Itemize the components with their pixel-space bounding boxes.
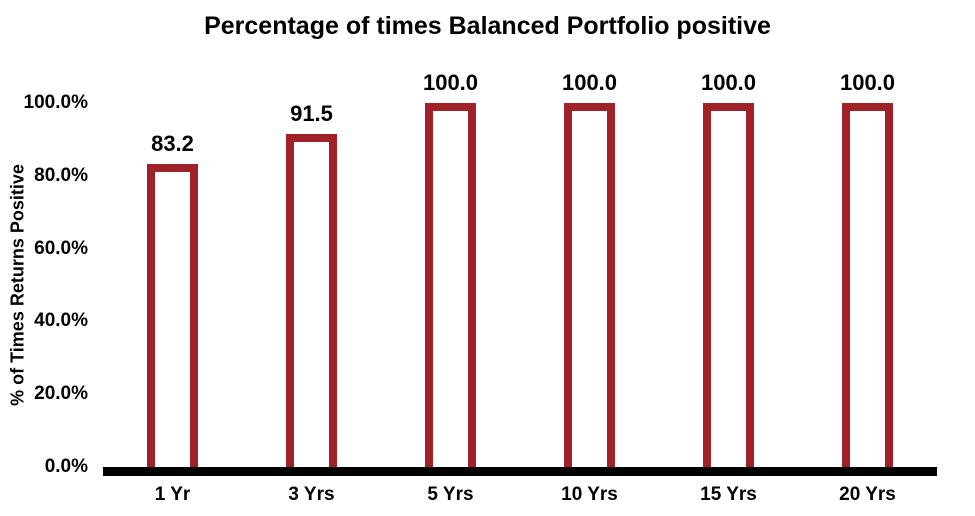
bar xyxy=(286,133,337,467)
chart-title: Percentage of times Balanced Portfolio p… xyxy=(204,12,771,40)
plot-area: 83.2 91.5 100.0 100.0 100.0 100.0 xyxy=(103,71,937,467)
x-axis-label: 1 Yr xyxy=(154,484,191,505)
bar xyxy=(425,103,476,467)
y-tick-label: 20.0% xyxy=(34,383,88,405)
bar-slot: 100.0 xyxy=(659,71,798,467)
bar-value-label: 91.5 xyxy=(290,100,333,126)
y-tick-label: 40.0% xyxy=(34,310,88,332)
y-tick-label: 80.0% xyxy=(34,164,88,186)
bar xyxy=(842,103,893,467)
bar xyxy=(703,103,754,467)
bar-value-label: 100.0 xyxy=(700,70,757,95)
x-axis-label: 15 Yrs xyxy=(700,484,757,505)
y-tick-label: 0.0% xyxy=(44,456,88,477)
bar-value-label: 83.2 xyxy=(151,131,194,157)
x-axis-labels: 1 Yr 3 Yrs 5 Yrs 10 Yrs 15 Yrs 20 Yrs xyxy=(103,484,937,506)
y-axis-title: % of Times Returns Positive xyxy=(7,164,28,406)
bar xyxy=(564,103,615,467)
bar-slot: 91.5 xyxy=(242,100,381,467)
bar-slot: 100.0 xyxy=(798,71,937,467)
bar-value-label: 100.0 xyxy=(839,70,896,95)
bar-value-label: 100.0 xyxy=(422,70,479,95)
bar-slot: 100.0 xyxy=(381,71,520,467)
bar-slot: 83.2 xyxy=(103,103,242,467)
bar-slot: 100.0 xyxy=(520,71,659,467)
x-axis-label: 20 Yrs xyxy=(839,484,896,505)
x-axis-label: 10 Yrs xyxy=(561,484,618,505)
x-axis-label: 3 Yrs xyxy=(288,484,335,505)
x-axis-line xyxy=(103,467,937,476)
bar xyxy=(147,164,198,467)
x-axis-label: 5 Yrs xyxy=(427,484,474,505)
y-tick-label: 60.0% xyxy=(34,237,88,259)
bar-value-label: 100.0 xyxy=(561,70,618,95)
y-tick-label: 100.0% xyxy=(23,92,88,113)
